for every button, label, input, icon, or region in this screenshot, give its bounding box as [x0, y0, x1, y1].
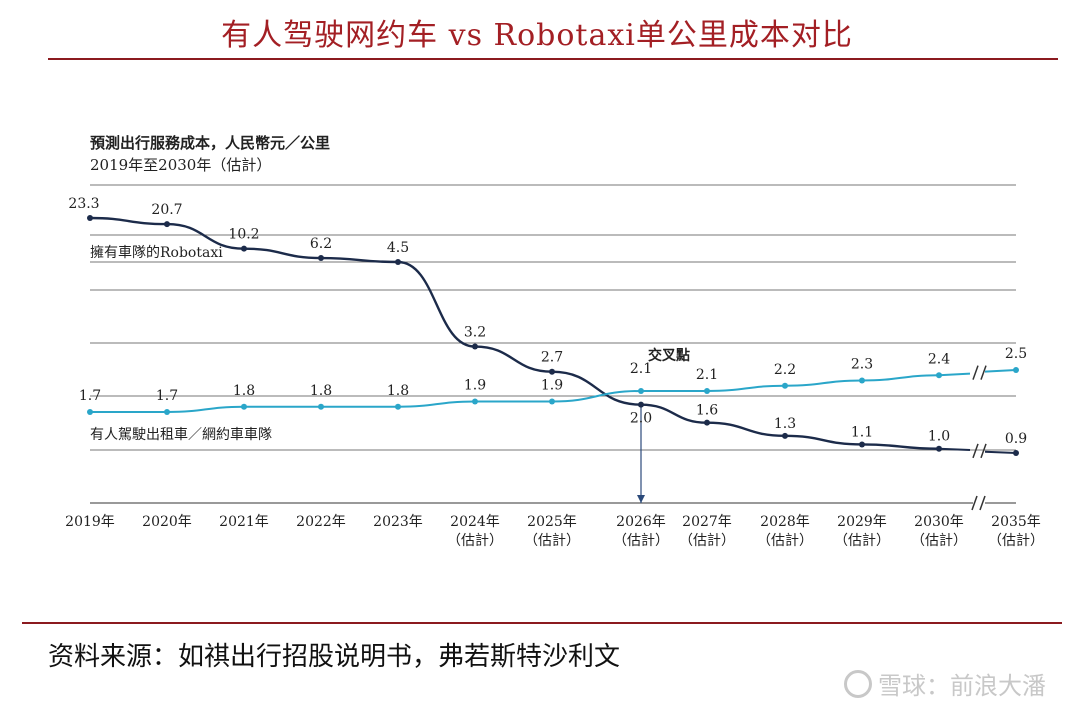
robotaxi-point — [164, 221, 170, 228]
robotaxi-data-label: 20.7 — [151, 202, 182, 218]
driver-fleet-line-end — [984, 369, 1017, 373]
robotaxi-point — [241, 245, 247, 252]
x-tick-label: 2035年 — [991, 514, 1041, 530]
driver-fleet-data-label: 2.3 — [851, 357, 873, 373]
robotaxi-data-label: 1.6 — [696, 403, 718, 419]
x-tick-label: 2029年 — [837, 514, 887, 530]
driver-fleet-data-label: 2.1 — [696, 367, 718, 383]
robotaxi-data-label: 2.0 — [630, 411, 652, 427]
driver-fleet-line — [90, 374, 940, 414]
driver-fleet-point — [1013, 367, 1019, 373]
robotaxi-point — [638, 401, 644, 408]
crossover-arrow — [637, 495, 645, 503]
page-title: 有人驾驶网约车 vs Robotaxi单公里成本对比 — [221, 18, 853, 53]
driver-fleet-point — [164, 409, 170, 415]
driver-fleet-point — [782, 382, 788, 389]
robotaxi-point — [318, 255, 324, 262]
robotaxi-point — [87, 215, 93, 221]
robotaxi-data-label: 23.3 — [68, 196, 99, 212]
series-break-mark — [972, 443, 979, 459]
x-tick-label: 2025年 — [527, 514, 577, 530]
x-tick-label: 2026年 — [616, 514, 666, 530]
x-tick-label: 2021年 — [219, 514, 269, 530]
crossover-label: 交叉點 — [648, 347, 690, 364]
robotaxi-point — [395, 259, 401, 265]
robotaxi-data-label: 3.2 — [464, 325, 486, 341]
x-tick-sublabel: （估計） — [988, 533, 1044, 549]
driver-fleet-point — [549, 398, 555, 405]
robotaxi-data-label: 10.2 — [228, 227, 259, 243]
robotaxi-point — [704, 419, 710, 426]
chart-subtitle: 2019年至2030年（估計） — [90, 156, 271, 174]
source-rule — [22, 622, 1062, 624]
driver-fleet-data-label: 2.5 — [1005, 346, 1027, 362]
driver-fleet-data-label: 2.1 — [630, 361, 652, 377]
driver-fleet-data-label: 1.9 — [464, 378, 486, 394]
x-tick-sublabel: （估計） — [613, 533, 669, 549]
robotaxi-point — [782, 432, 788, 439]
driver-fleet-series-label: 有人駕駛出租車／網約車車隊 — [90, 426, 272, 443]
robotaxi-point — [1013, 450, 1019, 456]
driver-fleet-point — [87, 409, 93, 415]
watermark-text: 雪球：前浪大潘 — [878, 672, 1046, 700]
source-note: 资料来源：如祺出行招股说明书，弗若斯特沙利文 — [48, 642, 621, 672]
robotaxi-data-label: 2.7 — [541, 350, 563, 366]
robotaxi-line-tail — [938, 447, 971, 452]
x-tick-sublabel: （估計） — [447, 533, 503, 549]
x-tick-label: 2024年 — [450, 514, 500, 530]
robotaxi-data-label: 1.0 — [928, 429, 950, 445]
x-tick-label: 2023年 — [373, 514, 423, 530]
title-rule — [48, 58, 1058, 60]
x-tick-sublabel: （估計） — [757, 533, 813, 549]
driver-fleet-point — [395, 403, 401, 410]
robotaxi-series-label: 擁有車隊的Robotaxi — [90, 244, 223, 261]
robotaxi-point — [936, 445, 942, 452]
robotaxi-point — [549, 368, 555, 375]
driver-fleet-point — [318, 403, 324, 410]
robotaxi-data-label: 4.5 — [387, 240, 409, 256]
series-break-mark — [972, 365, 979, 380]
driver-fleet-data-label: 1.8 — [310, 383, 332, 399]
x-tick-label: 2019年 — [65, 514, 115, 530]
x-tick-label: 2030年 — [914, 514, 964, 530]
robotaxi-line-end — [984, 450, 1017, 454]
driver-fleet-line-tail — [938, 372, 971, 377]
robotaxi-point — [472, 343, 478, 350]
robotaxi-point — [859, 441, 865, 448]
driver-fleet-data-label: 1.7 — [156, 388, 178, 404]
driver-fleet-point — [936, 372, 942, 379]
driver-fleet-data-label: 1.8 — [233, 383, 255, 399]
x-tick-label: 2027年 — [682, 514, 732, 530]
y-axis-label: 預測出行服務成本，人民幣元／公里 — [90, 134, 330, 152]
driver-fleet-point — [472, 398, 478, 405]
x-tick-sublabel: （估計） — [834, 533, 890, 549]
snowball-logo-icon — [844, 670, 872, 698]
robotaxi-data-label: 1.1 — [851, 424, 873, 440]
x-tick-label: 2022年 — [296, 514, 346, 530]
x-tick-label: 2028年 — [760, 514, 810, 530]
driver-fleet-data-label: 2.2 — [774, 362, 796, 378]
driver-fleet-point — [241, 403, 247, 410]
cost-comparison-chart: 預測出行服務成本，人民幣元／公里 2019年至2030年（估計） 交叉點 23.… — [65, 134, 1044, 549]
driver-fleet-data-label: 1.9 — [541, 378, 563, 394]
x-tick-sublabel: （估計） — [524, 533, 580, 549]
x-tick-sublabel: （估計） — [679, 533, 735, 549]
driver-fleet-point — [704, 388, 710, 394]
robotaxi-data-label: 0.9 — [1005, 431, 1027, 447]
series-break-mark — [980, 443, 987, 459]
driver-fleet-data-label: 1.7 — [79, 388, 101, 404]
driver-fleet-data-label: 2.4 — [928, 351, 950, 367]
series-break-mark — [980, 365, 987, 380]
x-tick-sublabel: （估計） — [911, 533, 967, 549]
x-tick-label: 2020年 — [142, 514, 192, 530]
driver-fleet-data-label: 1.8 — [387, 383, 409, 399]
watermark: 雪球：前浪大潘 — [844, 666, 1046, 701]
axis-break-mark — [979, 495, 986, 511]
driver-fleet-point — [859, 377, 865, 384]
robotaxi-data-label: 1.3 — [774, 416, 796, 432]
robotaxi-data-label: 6.2 — [310, 236, 332, 252]
axis-break-mark — [971, 495, 978, 511]
driver-fleet-point — [638, 388, 644, 394]
